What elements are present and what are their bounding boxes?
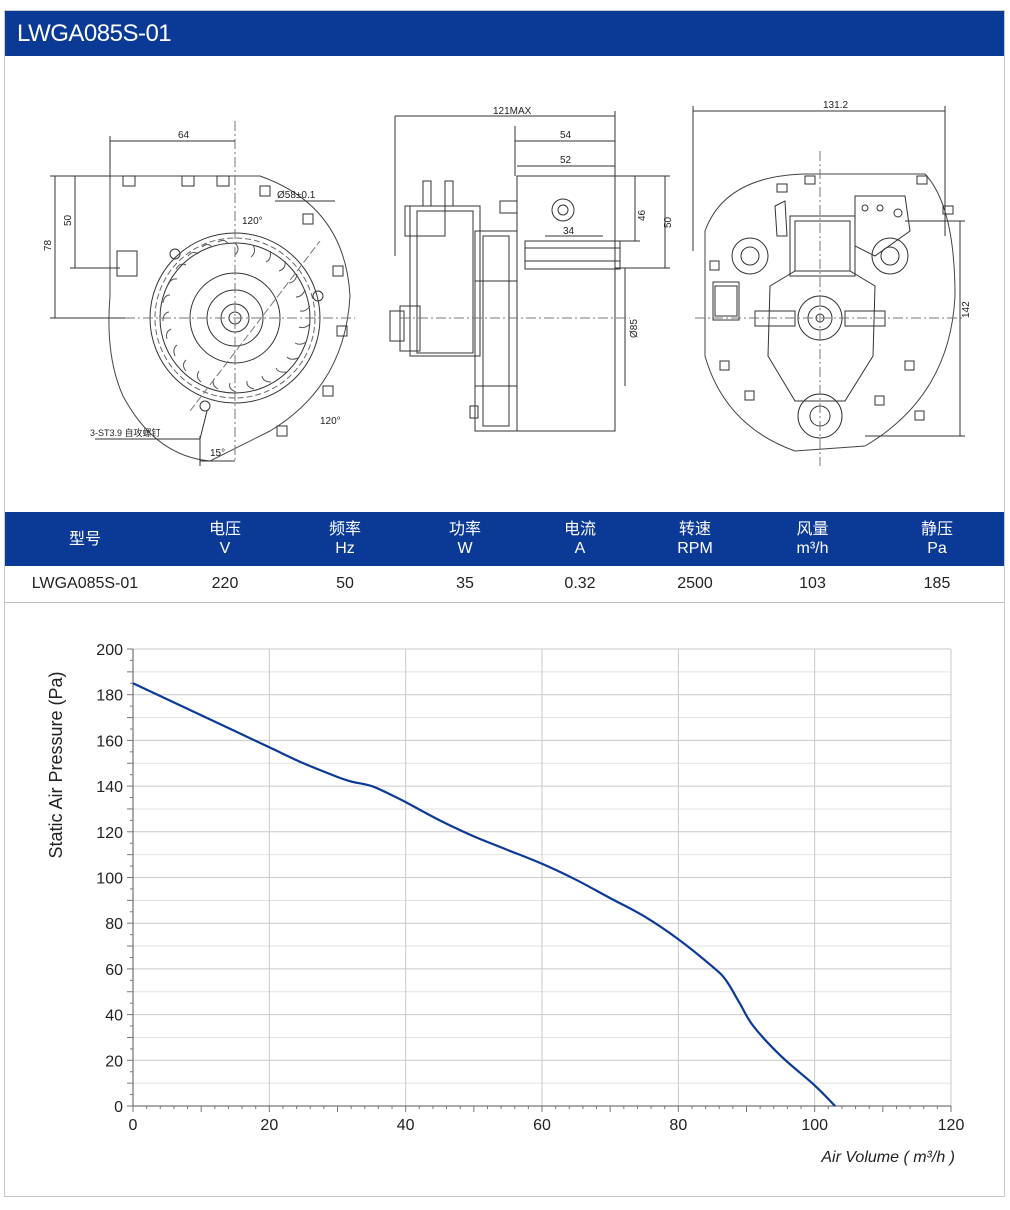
page-title: LWGA085S-01 — [17, 20, 172, 47]
dim-front-h78: 78 — [43, 239, 54, 251]
dim-front-angle-top: 120° — [242, 216, 263, 227]
spec-value-cell: LWGA085S-01 — [31, 575, 139, 592]
spec-header-unit: m³/h — [796, 540, 829, 557]
spec-header-unit: Hz — [335, 540, 355, 557]
x-tick-label: 0 — [129, 1117, 138, 1134]
x-tick-label: 40 — [397, 1117, 415, 1134]
spec-header-name: 功率 — [448, 521, 481, 538]
y-tick-label: 60 — [105, 962, 123, 979]
spec-value-cell: 35 — [456, 575, 474, 592]
dim-front-screw: 3-ST3.9 自攻螺钉 — [90, 427, 161, 438]
dim-side-52: 52 — [560, 155, 572, 166]
x-tick-label: 120 — [938, 1117, 965, 1134]
y-tick-label: 20 — [105, 1053, 123, 1070]
spec-table: 型号 电压 V 频率 Hz 功率 W 电流 A 转速 RPM 风量 m³/h 静压 Pa LWGA085S-… — [5, 512, 1004, 603]
spec-header-name: 电压 — [208, 521, 241, 538]
y-tick-label: 120 — [96, 825, 123, 842]
dim-back-142: 142 — [961, 301, 972, 318]
spec-value-cell: 50 — [336, 575, 354, 592]
spec-header-cell: 电压 V — [165, 512, 285, 566]
dim-side-phi85: Ø85 — [629, 319, 640, 338]
x-axis-label: Air Volume ( m³/h ) — [820, 1149, 955, 1166]
performance-chart: 0 20 40 60 80 100 120 0 20 40 60 80 100 120 140 160 180 2… — [5, 605, 1004, 1195]
y-tick-label: 40 — [105, 1008, 123, 1025]
x-tick-label: 80 — [669, 1117, 687, 1134]
spec-header-name: 风量 — [796, 521, 829, 538]
back-view-drawing — [692, 106, 965, 466]
spec-header-name: 转速 — [678, 521, 711, 538]
dim-side-34: 34 — [563, 226, 575, 237]
spec-header-cell: 频率 Hz — [285, 512, 405, 566]
y-tick-label: 160 — [96, 733, 123, 750]
spec-value-cell: 103 — [799, 575, 826, 592]
spec-header-name: 电流 — [563, 521, 596, 538]
spec-header-name: 型号 — [68, 530, 101, 548]
spec-table-header: 型号 电压 V 频率 Hz 功率 W 电流 A 转速 RPM 风量 m³/h 静压 Pa — [5, 512, 1004, 566]
dim-front-dia: Ø58±0.1 — [277, 190, 316, 201]
y-tick-label: 140 — [96, 779, 123, 796]
y-tick-label: 100 — [96, 871, 123, 888]
dim-front-width: 64 — [178, 130, 190, 141]
page-frame — [4, 10, 1005, 1197]
x-tick-label: 100 — [801, 1117, 828, 1134]
spec-header-cell: 风量 m³/h — [755, 512, 870, 566]
spec-header-cell: 电流 A — [525, 512, 635, 566]
dim-side-54: 54 — [560, 130, 572, 141]
y-tick-label: 0 — [114, 1099, 123, 1116]
spec-value-cell: 2500 — [677, 575, 713, 592]
front-view-drawing — [50, 121, 355, 466]
dim-side-46: 46 — [637, 209, 648, 221]
y-axis-label: Static Air Pressure (Pa) — [46, 671, 66, 858]
side-view-drawing — [389, 111, 670, 432]
dim-side-50: 50 — [663, 216, 674, 228]
spec-value-cell: 0.32 — [564, 575, 596, 592]
dim-front-angle-bottom: 120° — [320, 416, 341, 427]
spec-header-name: 静压 — [920, 521, 953, 538]
spec-header-cell: 功率 W — [405, 512, 525, 566]
spec-table-row: LWGA085S-01 220 50 35 0.32 2500 103 185 — [5, 566, 1004, 603]
spec-header-cell: 型号 — [5, 512, 165, 566]
spec-header-unit: W — [457, 540, 473, 557]
y-tick-label: 200 — [96, 642, 123, 659]
spec-header-name: 频率 — [328, 521, 361, 538]
x-tick-label: 20 — [260, 1117, 278, 1134]
spec-value-cell: 185 — [923, 575, 951, 592]
spec-header-cell: 静压 Pa — [870, 512, 1004, 566]
title-bar: LWGA085S-01 — [5, 11, 1004, 56]
x-tick-label: 60 — [533, 1117, 551, 1134]
spec-header-unit: V — [219, 540, 231, 557]
dim-back-131: 131.2 — [823, 100, 848, 111]
pq-curve-line — [132, 682, 836, 1107]
spec-header-cell: 转速 RPM — [635, 512, 755, 566]
spec-value-cell: 220 — [211, 575, 239, 592]
spec-header-unit: RPM — [677, 540, 713, 557]
spec-header-unit: A — [574, 540, 586, 557]
dim-front-angle-15: 15° — [210, 448, 225, 459]
y-tick-label: 180 — [96, 688, 123, 705]
dim-side-max: 121MAX — [493, 106, 532, 117]
chart-svg: 0 20 40 60 80 100 120 0 20 40 60 80 100 120 140 160 180 2… — [46, 642, 965, 1166]
spec-header-unit: Pa — [927, 540, 947, 557]
technical-drawings: 64 50 78 Ø58±0.1 120° 120° 15° 3-ST3.9 自… — [5, 56, 1004, 512]
y-tick-label: 80 — [105, 916, 123, 933]
dim-front-h50: 50 — [63, 214, 74, 226]
